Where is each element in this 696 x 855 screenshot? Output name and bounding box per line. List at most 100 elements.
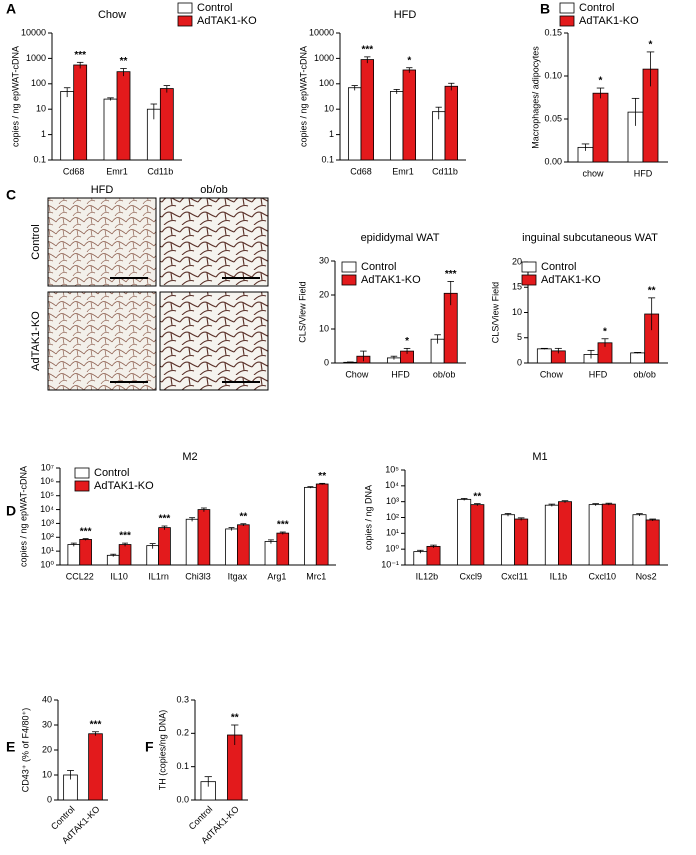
bar	[413, 551, 428, 566]
legend-label: AdTAK1-KO	[579, 15, 639, 27]
significance: *	[603, 326, 607, 337]
column-label: HFD	[91, 184, 114, 196]
y-tick-label: 0.05	[544, 113, 562, 123]
x-tick-label: IL12b	[416, 571, 439, 581]
y-axis-label: copies / ng epWAT-cDNA	[10, 46, 20, 147]
chart-title: M1	[532, 451, 547, 463]
chart-title: epididymal WAT	[361, 232, 440, 244]
x-tick-label: ob/ob	[433, 369, 456, 379]
y-tick-label: 10⁶	[40, 476, 54, 486]
y-tick-label: 10⁴	[385, 480, 399, 490]
y-tick-label: 10	[319, 323, 329, 333]
x-tick-label: chow	[582, 168, 604, 178]
bar	[73, 64, 88, 161]
significance: **	[318, 471, 326, 482]
significance: *	[405, 336, 409, 347]
x-tick-label: IL10	[110, 571, 128, 581]
y-axis-label: CLS/View Field	[490, 282, 500, 343]
bar	[389, 91, 404, 161]
bar	[544, 504, 559, 566]
bar	[632, 514, 647, 566]
micrographs: HFD ob/ob Control AdTAK1-KO	[30, 184, 269, 391]
y-axis-label: TH (copies/ng DNA)	[157, 710, 167, 791]
y-axis-label: copies / ng epWAT-cDNA	[18, 466, 28, 567]
y-tick-label: 10⁻¹	[381, 559, 399, 569]
x-tick-label: Cd68	[350, 166, 372, 176]
x-tick-label: HFD	[391, 369, 410, 379]
y-tick-label: 0.15	[544, 27, 562, 37]
y-tick-label: 10	[36, 104, 46, 114]
legend-swatch	[74, 467, 90, 479]
bar	[116, 71, 131, 161]
bar	[225, 528, 238, 566]
chart-title: inguinal subcutaneous WAT	[522, 232, 658, 244]
legend-swatch	[177, 2, 193, 14]
y-tick-label: 0.2	[176, 728, 189, 738]
significance: ***	[445, 269, 457, 280]
chart-title: Chow	[98, 9, 126, 21]
x-tick-label: IL1rn	[148, 571, 169, 581]
y-tick-label: 10⁰	[40, 559, 54, 569]
row-label: Control	[30, 224, 42, 259]
legend-label: AdTAK1-KO	[197, 15, 257, 27]
y-tick-label: 0.00	[544, 156, 562, 166]
bar	[402, 69, 417, 161]
y-tick-label: 10³	[41, 518, 54, 528]
bar	[79, 539, 92, 566]
bar	[67, 544, 81, 566]
significance: ***	[361, 44, 373, 55]
y-tick-label: 1	[329, 129, 334, 139]
x-tick-label: Cxcl9	[459, 571, 482, 581]
bar	[360, 59, 375, 161]
x-tick-label: Emr1	[106, 166, 128, 176]
legend-swatch	[559, 2, 575, 14]
y-axis-label: copies / ng DNA	[363, 485, 373, 550]
y-tick-label: 0.1	[176, 761, 189, 771]
bar	[457, 498, 472, 566]
legend-swatch	[521, 261, 537, 273]
bar	[347, 87, 362, 161]
legend-label: AdTAK1-KO	[361, 274, 421, 286]
y-tick-label: 1000	[26, 53, 46, 63]
panel-label: F	[145, 739, 154, 755]
y-tick-label: 10²	[386, 512, 399, 522]
legend-label: Control	[579, 2, 614, 14]
y-tick-label: 0.0	[176, 794, 189, 804]
y-tick-label: 15	[512, 282, 522, 292]
y-tick-label: 10⁴	[40, 504, 54, 514]
bar	[470, 504, 485, 566]
y-axis-label: Macrophages/ adipocytes	[530, 46, 540, 149]
x-tick-label: Itgax	[228, 571, 248, 581]
panel-label: D	[6, 503, 16, 519]
x-tick-label: Cd68	[63, 166, 85, 176]
chart-title: M2	[182, 451, 197, 463]
panel-label: A	[6, 1, 16, 17]
bar	[514, 518, 529, 566]
significance: *	[599, 76, 603, 87]
x-tick-label: IL1b	[550, 571, 568, 581]
panel-label: B	[540, 1, 550, 17]
significance: *	[649, 40, 653, 51]
x-tick-label: Mrc1	[306, 571, 326, 581]
bar	[159, 88, 174, 161]
x-tick-label: CCL22	[66, 571, 94, 581]
significance: **	[120, 56, 128, 67]
x-tick-label: Cxcl10	[588, 571, 616, 581]
y-tick-label: 0.10	[544, 70, 562, 80]
bar	[118, 544, 132, 566]
chart-title: HFD	[394, 9, 417, 21]
legend-swatch	[177, 15, 193, 27]
bar	[185, 518, 199, 566]
y-tick-label: 0.1	[33, 154, 46, 164]
bar	[106, 554, 120, 566]
y-tick-label: 10³	[386, 496, 399, 506]
y-tick-label: 10000	[21, 27, 46, 37]
column-label: ob/ob	[200, 184, 228, 196]
y-tick-label: 10	[324, 104, 334, 114]
x-tick-label: Chow	[345, 369, 369, 379]
y-tick-label: 5	[517, 332, 522, 342]
x-tick-label: ob/ob	[633, 369, 656, 379]
bar	[444, 85, 459, 161]
